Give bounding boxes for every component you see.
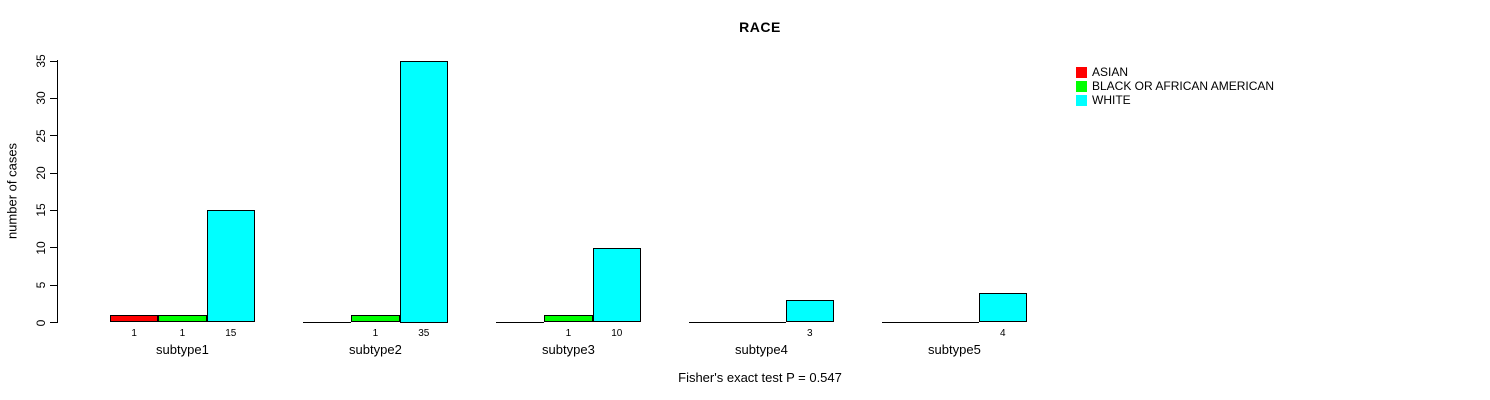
y-tick-label: 10 (34, 241, 48, 255)
y-tick-label: 35 (34, 54, 48, 68)
annotation-text: Fisher's exact test P = 0.547 (678, 370, 842, 385)
y-tick (50, 209, 57, 211)
y-tick-label: 15 (34, 203, 48, 218)
legend-label: WHITE (1092, 93, 1131, 107)
legend-label: ASIAN (1092, 65, 1129, 79)
legend-item: ASIAN (1076, 65, 1129, 79)
legend-swatch-black-or-african-american (1076, 80, 1087, 92)
bar-subtype1-white (206, 210, 255, 323)
legend-item: BLACK OR AFRICAN AMERICAN (1076, 79, 1275, 93)
bar-subtype2-asian (303, 321, 352, 323)
y-axis-label: number of cases (4, 142, 20, 240)
category-label-subtype3: subtype3 (542, 342, 595, 357)
chart-title: RACE (739, 19, 781, 35)
legend-item: WHITE (1076, 93, 1131, 107)
bar-subtype5-black-or-african-american (930, 321, 979, 323)
bar-value-label: 15 (225, 328, 237, 339)
y-tick-label: 30 (34, 91, 48, 106)
bar-value-label: 10 (611, 328, 623, 339)
bar-subtype3-white (592, 247, 641, 323)
bar-subtype4-asian (689, 321, 738, 323)
bar-subtype2-white (399, 61, 448, 323)
category-label-subtype2: subtype2 (349, 342, 402, 357)
bar-subtype3-asian (496, 321, 545, 323)
y-axis-line (57, 60, 58, 323)
legend-swatch-white (1076, 94, 1087, 106)
category-label-subtype4: subtype4 (735, 342, 788, 357)
bar-subtype1-black-or-african-american (158, 315, 207, 323)
bar-value-label: 1 (179, 328, 186, 339)
y-tick-label: 25 (34, 129, 48, 143)
y-tick-label: 5 (34, 281, 48, 289)
y-tick (50, 135, 57, 137)
category-label-subtype1: subtype1 (156, 342, 209, 357)
bar-value-label: 1 (131, 328, 137, 339)
category-label-subtype5: subtype5 (928, 342, 981, 357)
bar-value-label: 35 (418, 328, 430, 339)
y-tick-label: 0 (34, 319, 48, 326)
y-tick (50, 247, 57, 249)
y-tick (50, 60, 57, 62)
y-tick (50, 322, 57, 323)
y-tick (50, 172, 57, 174)
y-tick (50, 97, 57, 99)
bar-subtype5-white (978, 292, 1027, 323)
bar-subtype1-asian (110, 315, 159, 323)
bar-value-label: 4 (999, 328, 1006, 339)
bar-value-label: 3 (806, 328, 813, 339)
legend-swatch-asian (1076, 66, 1087, 78)
bar-subtype4-black-or-african-american (737, 321, 786, 323)
y-tick-label: 20 (34, 166, 48, 180)
bar-subtype2-black-or-african-american (351, 315, 400, 323)
legend-label: BLACK OR AFRICAN AMERICAN (1092, 79, 1275, 93)
bar-value-label: 1 (565, 328, 572, 339)
bar-subtype3-black-or-african-american (544, 315, 593, 323)
bar-subtype5-asian (882, 321, 931, 323)
y-tick (50, 284, 57, 286)
bar-value-label: 1 (372, 328, 379, 339)
bar-subtype4-white (785, 300, 834, 323)
